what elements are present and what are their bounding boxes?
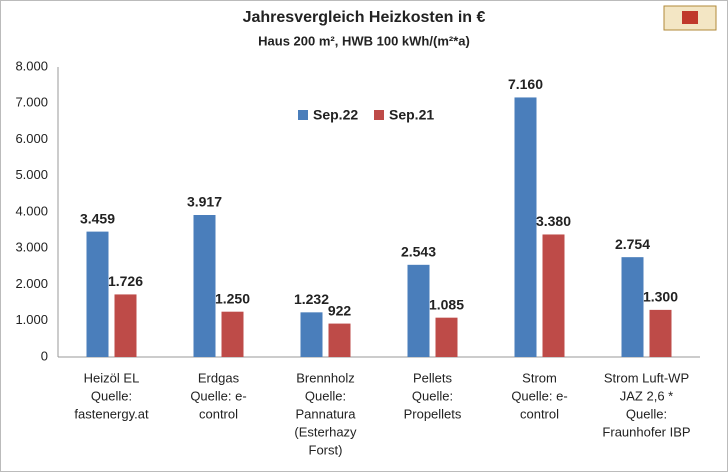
bar: [514, 97, 537, 357]
bar: [542, 234, 565, 357]
x-tick-label: Quelle:: [305, 388, 346, 403]
x-tick-label: Strom: [522, 370, 557, 385]
bar: [328, 323, 351, 357]
x-tick-label: Pannatura: [296, 406, 357, 421]
y-tick-label: 6.000: [15, 131, 48, 146]
x-tick-label: Quelle:: [91, 388, 132, 403]
x-tick-label: Quelle: e-: [511, 388, 567, 403]
bar: [114, 294, 137, 357]
x-tick-label: Quelle:: [626, 406, 667, 421]
value-label: 1.250: [215, 290, 250, 306]
value-label: 3.459: [80, 210, 115, 226]
value-label: 922: [328, 302, 352, 318]
value-label: 1.300: [643, 289, 678, 305]
y-tick-label: 4.000: [15, 203, 48, 218]
x-tick-label: Brennholz: [296, 370, 355, 385]
chart-title: Jahresvergleich Heizkosten in €: [243, 9, 486, 26]
x-tick-label: JAZ 2,6 *: [620, 388, 673, 403]
x-tick-label: (Esterhazy: [294, 424, 357, 439]
value-label: 1.726: [108, 273, 143, 289]
y-tick-label: 1.000: [15, 312, 48, 327]
x-tick-label: Quelle: e-: [190, 388, 246, 403]
bar: [193, 215, 216, 357]
x-tick-label: control: [199, 406, 238, 421]
legend-swatch: [374, 110, 384, 120]
value-label: 3.917: [187, 194, 222, 210]
y-tick-label: 0: [41, 348, 48, 363]
x-tick-label: Strom Luft-WP: [604, 370, 689, 385]
x-tick-label: Erdgas: [198, 370, 240, 385]
value-label: 2.543: [401, 244, 436, 260]
bar: [649, 309, 672, 357]
bar: [621, 257, 644, 357]
legend-label: Sep.21: [389, 107, 434, 123]
y-tick-label: 5.000: [15, 167, 48, 182]
bar: [407, 264, 430, 357]
x-tick-label: Heizöl EL: [84, 370, 140, 385]
y-tick-label: 2.000: [15, 276, 48, 291]
value-label: 2.754: [615, 236, 650, 252]
value-label: 3.380: [536, 213, 571, 229]
y-tick-label: 8.000: [15, 58, 48, 73]
value-label: 7.160: [508, 76, 543, 92]
y-tick-label: 3.000: [15, 240, 48, 255]
x-tick-label: Propellets: [404, 406, 462, 421]
value-label: 1.232: [294, 291, 329, 307]
bar: [221, 311, 244, 357]
bar: [86, 231, 109, 357]
x-tick-label: Fraunhofer IBP: [602, 424, 690, 439]
x-tick-label: fastenergy.at: [74, 406, 149, 421]
chart-subtitle: Haus 200 m², HWB 100 kWh/(m²*a): [258, 33, 470, 48]
x-tick-label: Forst): [309, 442, 343, 457]
bar: [300, 312, 323, 357]
logo: [663, 5, 717, 31]
x-tick-label: control: [520, 406, 559, 421]
value-label: 1.085: [429, 296, 464, 312]
bar: [435, 317, 458, 357]
x-tick-label: Quelle:: [412, 388, 453, 403]
y-tick-label: 7.000: [15, 95, 48, 110]
legend-label: Sep.22: [313, 107, 358, 123]
legend-swatch: [298, 110, 308, 120]
x-tick-label: Pellets: [413, 370, 453, 385]
